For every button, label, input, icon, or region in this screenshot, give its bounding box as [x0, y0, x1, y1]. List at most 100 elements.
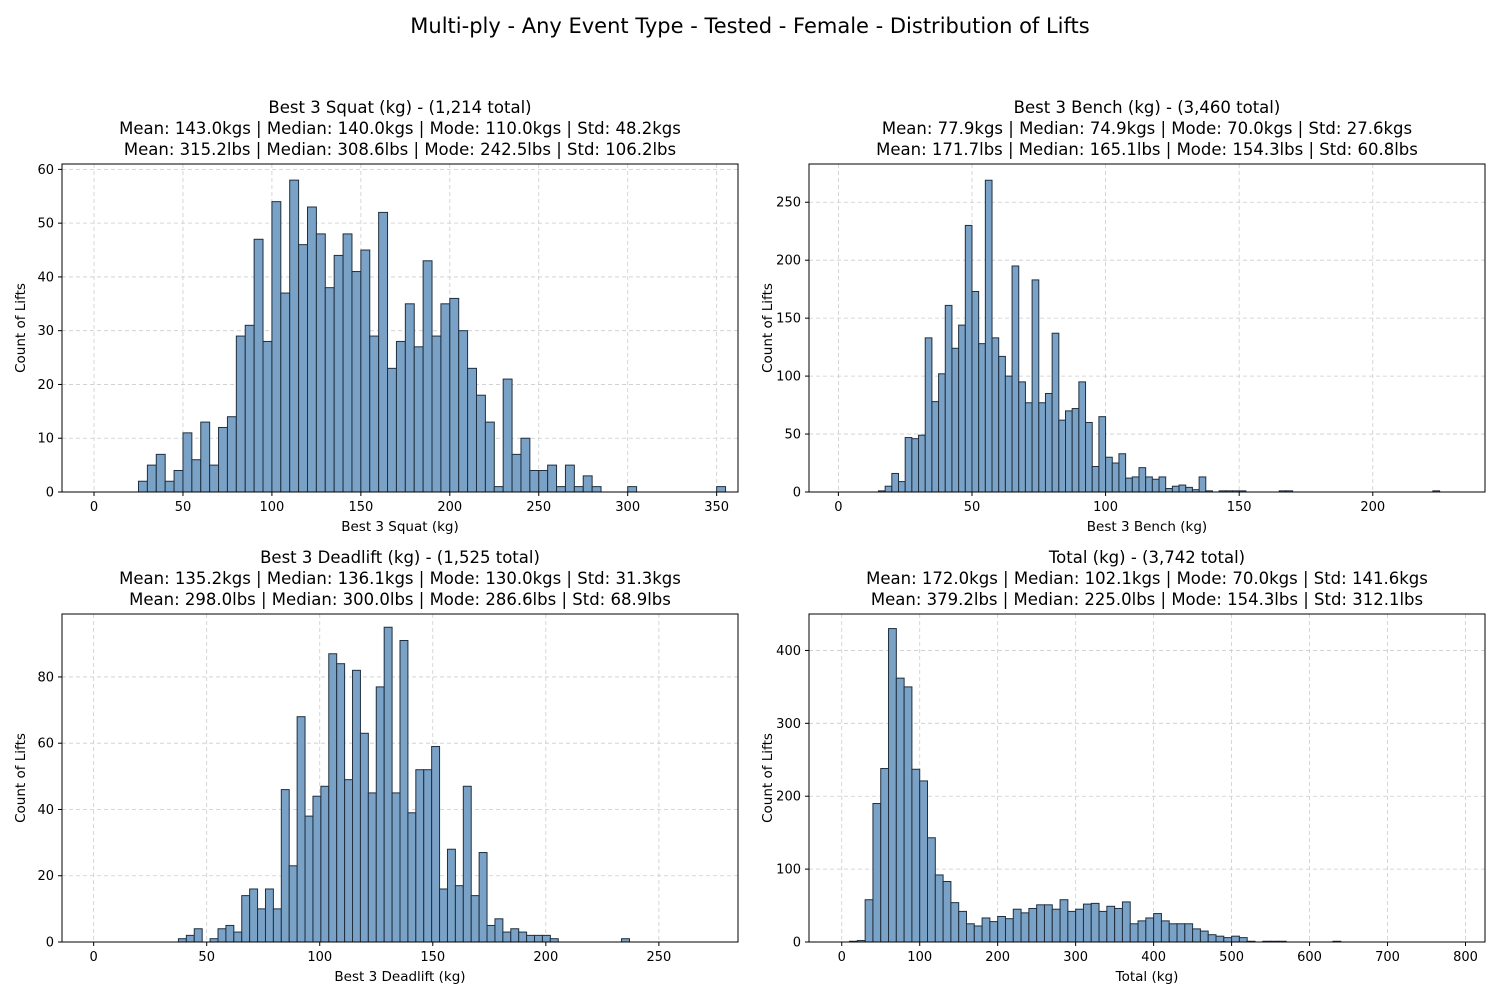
histogram-bar [241, 895, 251, 943]
histogram-bar [391, 792, 401, 943]
histogram-bar [369, 335, 380, 493]
histogram-bar [320, 785, 330, 943]
y-tick-label: 40 [37, 270, 54, 285]
histogram-bar [1082, 903, 1092, 943]
histogram-bar [564, 464, 575, 493]
histogram-bar [360, 249, 371, 493]
y-axis-label: Count of Lifts [13, 733, 29, 823]
histogram-bar [1071, 408, 1080, 493]
histogram-bar [971, 290, 980, 493]
histogram-bar [989, 921, 999, 943]
histogram-bar [880, 768, 890, 943]
histogram-bar [964, 224, 973, 493]
histogram-bar [383, 626, 393, 943]
histogram-bar [413, 346, 424, 493]
histogram-bar [958, 324, 966, 493]
histogram-bar [1105, 456, 1113, 493]
histogram-bar [1151, 478, 1160, 493]
histogram-bar [478, 852, 488, 943]
histogram-bar [407, 812, 417, 943]
histogram-bar [931, 401, 940, 493]
histogram-bar [934, 874, 944, 943]
histogram-bar [264, 888, 274, 943]
histogram-bar [315, 233, 326, 493]
subplot-title-bench: Best 3 Bench (kg) - (3,460 total) Mean: … [809, 97, 1485, 160]
subplot-stats-kg-line: Mean: 143.0kgs | Median: 140.0kgs | Mode… [119, 119, 681, 138]
histogram-squat: 0 50 100 150 200 250 300 350 0 10 20 30 40 50 60 Best 3… [13, 163, 739, 535]
histogram-bar [304, 815, 314, 943]
histogram-bar [1184, 923, 1194, 943]
plot-frame [61, 613, 739, 943]
histogram-bar [431, 746, 441, 943]
histogram-bar [1043, 904, 1053, 943]
histogram-bar [520, 437, 531, 493]
histogram-bar [1207, 934, 1217, 943]
y-tick-label: 150 [776, 312, 801, 327]
x-tick-label: 500 [1219, 950, 1244, 965]
histogram-bar [395, 340, 406, 493]
y-tick-label: 20 [37, 378, 54, 393]
histogram-bar [1004, 918, 1014, 943]
histogram-bar [253, 238, 264, 493]
histogram-bar [324, 287, 335, 493]
x-tick-label: 0 [834, 500, 842, 515]
histogram-bar [958, 910, 967, 943]
histogram-bar [1153, 913, 1162, 943]
histogram-bar [336, 663, 346, 943]
histogram-bar [280, 292, 291, 493]
y-tick-label: 200 [776, 790, 801, 805]
histogram-bar [991, 337, 1000, 493]
histogram-bar [470, 895, 480, 943]
x-tick-label: 0 [90, 950, 98, 965]
histogram-bar [1059, 899, 1069, 943]
histogram-bar [415, 769, 425, 943]
histogram-bar [1078, 381, 1087, 493]
histogram-bar [431, 335, 442, 493]
histogram-bar [173, 469, 184, 493]
histogram-bar [591, 486, 602, 493]
histogram-bar [440, 303, 451, 493]
histogram-bar [1158, 476, 1167, 493]
x-tick-label: 200 [437, 500, 462, 515]
x-tick-label: 600 [1297, 950, 1322, 965]
x-tick-label: 0 [838, 950, 846, 965]
y-tick-label: 300 [776, 717, 801, 732]
histogram-bar [1004, 375, 1013, 493]
x-tick-label: 250 [526, 500, 551, 515]
histogram-bar [182, 432, 193, 493]
histogram-bar [1111, 462, 1120, 493]
x-axis-label: Total (kg) [1115, 969, 1179, 985]
histogram-bar [235, 335, 246, 493]
histogram-bar [399, 640, 409, 943]
histogram-bar [328, 653, 338, 943]
histogram-bar [333, 254, 344, 493]
histogram-bar [942, 881, 952, 943]
subplot-title-line: Total (kg) - (3,742 total) [1048, 548, 1246, 567]
histogram-bench: 0 50 100 150 200 0 50 100 150 200 250 Best 3 Bench … [760, 163, 1486, 535]
histogram-bar [927, 837, 936, 943]
x-tick-label: 50 [175, 500, 192, 515]
histogram-bar [422, 260, 433, 493]
histogram-bar [1028, 907, 1038, 943]
x-tick-label: 700 [1375, 950, 1400, 965]
x-tick-label: 0 [90, 500, 98, 515]
histogram-bar [1031, 279, 1040, 493]
subplot-title-line: Best 3 Bench (kg) - (3,460 total) [1013, 98, 1281, 117]
histogram-bar [511, 453, 522, 493]
histogram-bar [249, 888, 259, 943]
histogram-bar [1036, 904, 1045, 943]
y-tick-label: 0 [793, 486, 801, 501]
histogram-bar [891, 472, 900, 493]
histogram-bar [280, 789, 290, 943]
histogram-bar [462, 785, 472, 943]
histogram-bar [262, 340, 273, 493]
subplot-stats-kg-line: Mean: 172.0kgs | Median: 102.1kgs | Mode… [866, 569, 1428, 588]
histogram-bar [510, 928, 520, 943]
histogram-bar [226, 416, 237, 493]
histogram-bar [271, 201, 282, 493]
histogram-bar [344, 779, 354, 943]
histogram-bar [1231, 935, 1240, 943]
y-tick-label: 400 [776, 644, 801, 659]
histogram-bar [541, 934, 551, 943]
histogram-bar [502, 931, 512, 943]
